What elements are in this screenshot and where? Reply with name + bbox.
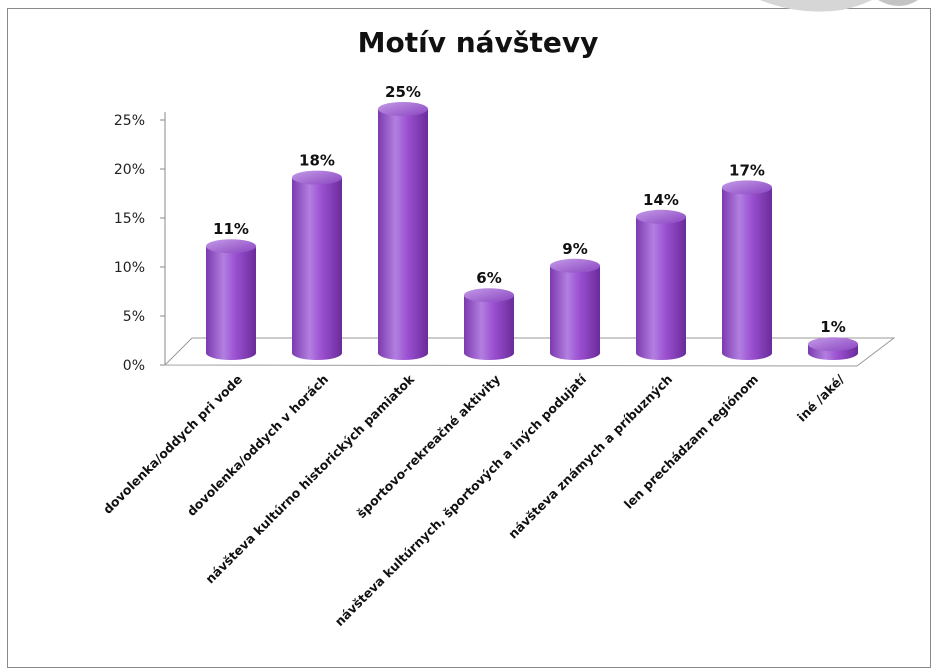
category-label: dovolenka/oddych v horách bbox=[184, 372, 331, 519]
category-label: športovo-rekreačné aktivity bbox=[354, 372, 503, 521]
data-label: 17% bbox=[729, 161, 765, 179]
bar bbox=[378, 102, 428, 360]
data-label: 18% bbox=[299, 152, 335, 170]
y-tick-label: 15% bbox=[114, 211, 145, 227]
bar-top bbox=[722, 180, 772, 195]
category-label: návšteva známych a príbuzných bbox=[505, 372, 675, 542]
chart-floor bbox=[163, 337, 896, 367]
chart-axes bbox=[163, 112, 896, 367]
category-labels: dovolenka/oddych pri vodedovolenka/oddyc… bbox=[100, 371, 848, 629]
data-labels: 11% 18% 25% 6% 9% 14% 17% 1% bbox=[213, 83, 846, 336]
data-label: 11% bbox=[213, 220, 249, 238]
bar bbox=[464, 288, 514, 360]
y-tick-label: 0% bbox=[123, 358, 145, 374]
bar bbox=[292, 170, 342, 360]
bar-body bbox=[206, 246, 256, 360]
bar-top bbox=[808, 337, 858, 352]
category-label: iné /aké/ bbox=[794, 371, 847, 424]
bar bbox=[206, 239, 256, 360]
bar-body bbox=[464, 295, 514, 360]
bar bbox=[550, 258, 600, 360]
y-tick-label: 20% bbox=[114, 162, 145, 178]
bar-body bbox=[378, 109, 428, 360]
data-label: 1% bbox=[820, 318, 845, 336]
bar bbox=[722, 180, 772, 360]
y-tick-label: 25% bbox=[114, 113, 145, 129]
bar-top bbox=[464, 288, 514, 303]
bar-top bbox=[206, 239, 256, 254]
bar-top bbox=[636, 209, 686, 224]
bar-series bbox=[206, 102, 858, 360]
y-tick-labels: 0% 5% 10% 15% 20% 25% bbox=[114, 113, 165, 374]
y-tick-label: 5% bbox=[123, 309, 145, 325]
bar-top bbox=[378, 102, 428, 116]
bar-body bbox=[636, 216, 686, 360]
bar-body bbox=[550, 265, 600, 360]
category-label: dovolenka/oddych pri vode bbox=[100, 372, 245, 517]
y-tick-label: 10% bbox=[114, 260, 145, 276]
data-label: 9% bbox=[562, 240, 587, 258]
bar-body bbox=[292, 177, 342, 360]
data-label: 25% bbox=[385, 83, 421, 101]
bar-top bbox=[550, 258, 600, 273]
bar bbox=[808, 337, 858, 360]
chart-title: Motív návštevy bbox=[358, 26, 599, 59]
bar-body bbox=[722, 187, 772, 360]
category-label: len prechádzam regiónom bbox=[621, 372, 761, 512]
data-label: 14% bbox=[643, 191, 679, 209]
data-label: 6% bbox=[476, 269, 501, 287]
bar-top bbox=[292, 170, 342, 185]
bar bbox=[636, 209, 686, 360]
